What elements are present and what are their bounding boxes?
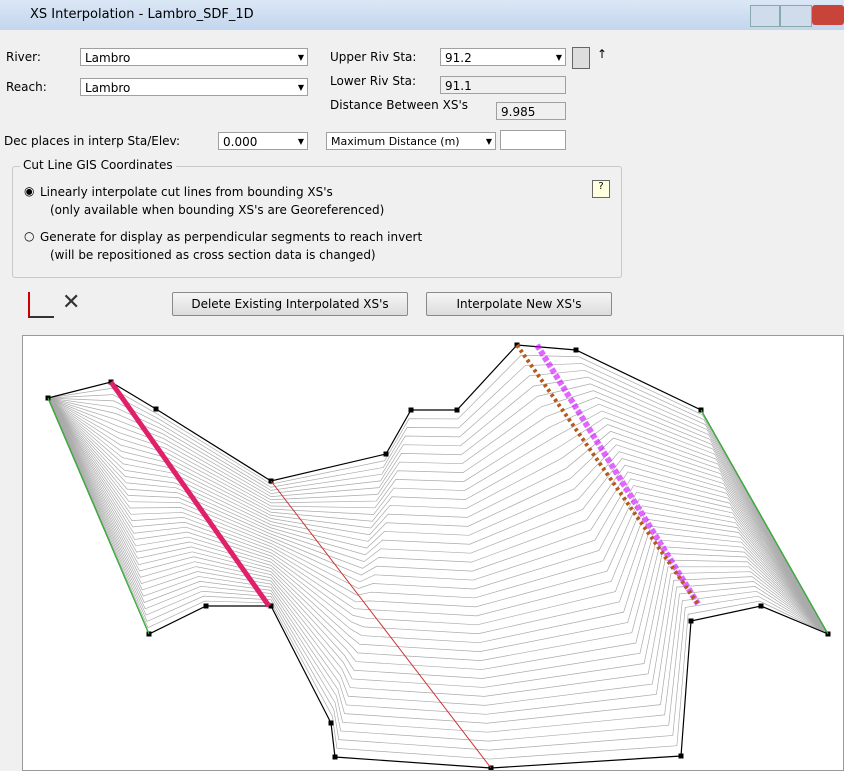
option-text: (will be repositioned as cross section d…: [50, 248, 376, 262]
lower-field: 91.1: [440, 76, 566, 94]
distance-field: 9.985: [496, 102, 566, 120]
interp-xs: [47, 397, 829, 751]
title-bar: [0, 0, 844, 30]
interp-xs: [47, 397, 829, 688]
max-button[interactable]: [780, 5, 812, 27]
interp-xs: [47, 397, 829, 635]
icon-button[interactable]: ↑: [596, 47, 608, 61]
interp-xs: [47, 397, 829, 635]
bank-line: [700, 409, 829, 635]
interp-xs: [47, 397, 829, 635]
vertex: [573, 347, 579, 353]
label: Distance Between XS's: [330, 98, 468, 112]
delete-button[interactable]: Delete Existing Interpolated XS's: [172, 292, 408, 316]
interp-xs: [47, 397, 829, 635]
help-icon[interactable]: ?: [592, 180, 610, 198]
tool-icon[interactable]: [28, 292, 54, 318]
vertex: [268, 603, 274, 609]
vertex: [688, 618, 694, 624]
bank-line: [47, 397, 150, 635]
option-text: Linearly interpolate cut lines from boun…: [40, 185, 333, 199]
vertex: [203, 603, 209, 609]
vertex: [153, 406, 159, 412]
option-text: Generate for display as perpendicular se…: [40, 230, 423, 244]
label: River:: [6, 50, 41, 64]
invert-line: [270, 480, 492, 769]
reach-select[interactable]: Lambro: [80, 78, 308, 97]
interp-xs: [47, 397, 829, 635]
interp-xs: [47, 397, 829, 644]
interp-xs: [47, 397, 829, 760]
radio[interactable]: ○: [24, 229, 35, 243]
vertex: [332, 754, 338, 760]
interp-xs: [47, 383, 829, 635]
interp-xs: [47, 397, 829, 635]
icon-button[interactable]: [572, 47, 590, 69]
interp-xs: [47, 397, 829, 653]
interp-xs: [47, 397, 829, 635]
vertex: [328, 720, 334, 726]
interp-xs: [47, 397, 829, 715]
interp-xs: [47, 397, 829, 706]
interp-xs: [47, 397, 829, 635]
min-button[interactable]: [750, 5, 780, 27]
interp-xs: [47, 397, 829, 661]
vertex: [408, 407, 414, 413]
interp-xs: [47, 397, 829, 635]
interp-xs: [47, 397, 829, 635]
interp-xs: [47, 397, 829, 635]
cut-line: [534, 343, 701, 606]
interp-xs: [47, 397, 829, 635]
xs-plot: [22, 335, 844, 771]
interp-xs: [47, 363, 829, 635]
dec-select[interactable]: 0.000: [218, 132, 308, 151]
vertex: [758, 603, 764, 609]
maxdist-field[interactable]: [500, 130, 566, 150]
interp-xs: [47, 397, 829, 635]
cut-line: [515, 343, 700, 606]
interp-xs: [47, 397, 829, 679]
label: Dec places in interp Sta/Elev:: [4, 134, 181, 148]
cut-line: [108, 380, 272, 608]
interp-xs: [47, 397, 829, 635]
interp-xs: [47, 397, 829, 697]
interp-xs: [47, 397, 829, 635]
river-select[interactable]: Lambro: [80, 48, 308, 67]
interp-xs: [47, 397, 829, 670]
vertex: [454, 407, 460, 413]
label: Upper Riv Sta:: [330, 50, 417, 64]
group-title: Cut Line GIS Coordinates: [20, 158, 176, 172]
vertex: [383, 451, 389, 457]
interpolate-button[interactable]: Interpolate New XS's: [426, 292, 612, 316]
interp-xs: [47, 397, 829, 635]
interp-xs: [47, 376, 829, 635]
radio[interactable]: ◉: [24, 184, 35, 198]
interp-xs: [47, 397, 829, 635]
tool-icon[interactable]: ✕: [62, 290, 81, 315]
maxdist-select[interactable]: Maximum Distance (m): [326, 132, 496, 151]
interp-xs: [47, 369, 829, 635]
interp-xs: [47, 354, 829, 635]
interp-xs: [47, 397, 829, 635]
close-button[interactable]: [812, 5, 844, 25]
interp-xs: [47, 397, 829, 635]
label: Lower Riv Sta:: [330, 74, 417, 88]
window-title: XS Interpolation - Lambro_SDF_1D: [30, 7, 254, 22]
interp-xs: [47, 397, 829, 733]
label: Reach:: [6, 80, 47, 94]
lower-xs: [47, 397, 829, 769]
group-box: [12, 166, 622, 278]
option-text: (only available when bounding XS's are G…: [50, 203, 385, 217]
upper-select[interactable]: 91.2: [440, 48, 566, 67]
interp-xs: [47, 397, 829, 742]
interp-xs: [47, 397, 829, 724]
vertex: [678, 753, 684, 759]
